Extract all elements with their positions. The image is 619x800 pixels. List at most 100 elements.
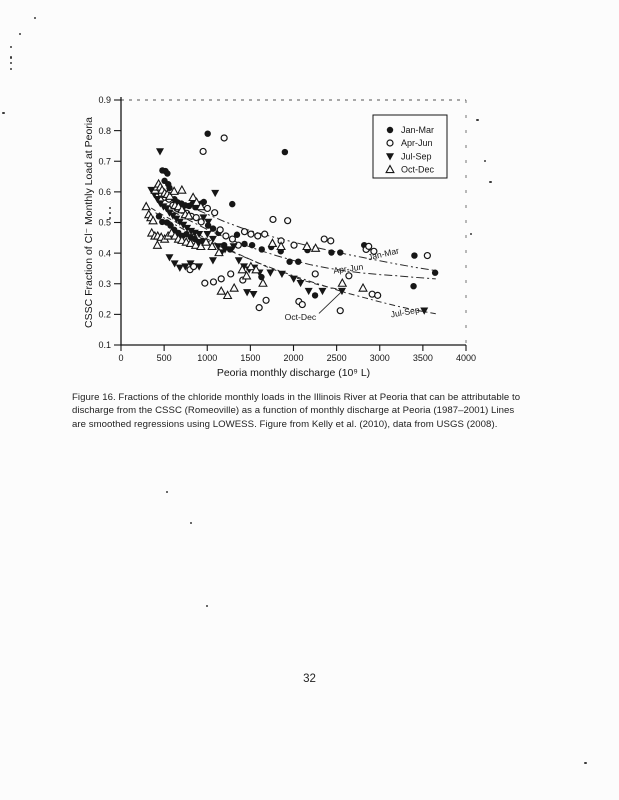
- data-point-apr-jun: [216, 226, 224, 234]
- data-point-jan-mar: [248, 241, 256, 249]
- data-point-jul-sep: [187, 227, 196, 236]
- data-point-jul-sep: [183, 224, 192, 233]
- data-point-jul-sep: [337, 287, 346, 296]
- data-point-jul-sep: [214, 243, 223, 251]
- data-point-jul-sep: [289, 275, 298, 283]
- figure-caption: Figure 16. Fractions of the chloride mon…: [72, 391, 572, 431]
- data-point-jul-sep: [165, 254, 174, 262]
- data-point-oct-dec: [310, 243, 321, 252]
- scan-artifact: [476, 119, 479, 121]
- data-point-jul-sep: [208, 257, 217, 265]
- data-point-oct-dec: [148, 215, 158, 225]
- legend-marker-oct-dec: [385, 164, 395, 174]
- data-point-oct-dec: [276, 241, 286, 251]
- data-point-apr-jun: [370, 247, 378, 255]
- data-point-jul-sep: [234, 257, 243, 265]
- data-point-apr-jun: [298, 300, 306, 309]
- data-point-jul-sep: [162, 205, 171, 213]
- data-point-oct-dec: [191, 197, 202, 206]
- data-point-oct-dec: [222, 290, 233, 300]
- data-point-jul-sep: [155, 148, 164, 156]
- scan-artifact: [109, 212, 111, 214]
- legend-marker-jan-mar: [386, 126, 394, 134]
- caption-line-1: Figure 16. Fractions of the chloride mon…: [72, 392, 521, 403]
- data-point-jan-mar: [431, 269, 439, 276]
- data-point-oct-dec: [141, 201, 152, 211]
- data-point-jan-mar: [159, 218, 166, 226]
- data-point-oct-dec: [152, 240, 163, 249]
- scan-artifact: [2, 112, 5, 114]
- data-point-jan-mar: [241, 240, 248, 248]
- data-point-apr-jun: [262, 296, 270, 304]
- data-point-jul-sep: [249, 290, 258, 299]
- data-point-apr-jun: [192, 214, 200, 222]
- data-point-apr-jun: [327, 237, 335, 245]
- legend-marker-apr-jun: [386, 139, 394, 147]
- data-point-jul-sep: [304, 287, 313, 296]
- data-point-jan-mar: [226, 246, 234, 253]
- data-point-jul-sep: [153, 196, 162, 204]
- data-point-apr-jun: [345, 272, 353, 280]
- data-point-jan-mar: [164, 170, 171, 177]
- data-point-apr-jun: [320, 235, 328, 243]
- data-point-apr-jun: [255, 304, 263, 312]
- data-point-jan-mar: [411, 252, 418, 259]
- trend-line-label-jul-sep: Jul-Sep: [390, 305, 421, 320]
- data-point-oct-dec: [237, 264, 248, 274]
- data-point-jul-sep: [181, 263, 190, 271]
- data-point-apr-jun: [197, 218, 205, 226]
- data-point-jan-mar: [328, 249, 335, 256]
- caption-line-2: discharge from the CSSC (Romeoville) as …: [72, 405, 515, 417]
- data-point-jul-sep: [179, 221, 188, 229]
- data-point-jul-sep: [175, 264, 184, 272]
- y-tick-label: 0.7: [98, 156, 111, 166]
- data-point-jan-mar: [229, 200, 236, 208]
- data-point-jan-mar: [233, 231, 241, 238]
- data-point-oct-dec: [258, 277, 268, 287]
- scan-artifact: [484, 160, 486, 162]
- oct-dec-leader-line: [318, 292, 342, 314]
- data-point-oct-dec: [177, 204, 187, 214]
- data-point-jan-mar: [258, 246, 265, 253]
- data-point-oct-dec: [251, 264, 261, 274]
- data-point-jan-mar: [204, 130, 211, 137]
- scan-artifact: [109, 217, 111, 219]
- trend-line-apr-jun: [157, 201, 436, 280]
- data-point-oct-dec: [216, 285, 227, 295]
- data-point-jan-mar: [311, 292, 319, 299]
- legend-label-jul-sep: Jul-Sep: [401, 152, 432, 162]
- data-point-apr-jun: [209, 278, 218, 286]
- data-point-apr-jun: [423, 251, 431, 260]
- scan-artifact: [584, 762, 587, 764]
- legend-label-jan-mar: Jan-Mar: [401, 125, 434, 135]
- scan-artifact: [489, 181, 492, 183]
- data-point-apr-jun: [228, 235, 237, 243]
- scan-artifact: [109, 207, 111, 209]
- data-point-oct-dec: [246, 261, 256, 271]
- data-point-jul-sep: [204, 218, 213, 226]
- x-tick-label: 2000: [283, 353, 303, 363]
- trend-line-label-apr-jun: Apr-Jun: [333, 261, 364, 275]
- data-point-oct-dec: [183, 210, 194, 220]
- y-tick-label: 0.9: [98, 95, 111, 105]
- data-point-oct-dec: [164, 191, 175, 200]
- data-point-oct-dec: [229, 282, 239, 292]
- data-point-apr-jun: [220, 134, 228, 142]
- scan-artifact: [10, 56, 12, 59]
- data-point-jul-sep: [318, 287, 327, 296]
- data-point-jul-sep: [266, 269, 275, 277]
- data-point-oct-dec: [214, 247, 224, 257]
- scatter-plot: 0.1 0.2 0.3 0.4 0.5 0.6 0.7 0.8 0.9 0 500 1000 1500 2…: [83, 95, 476, 379]
- data-point-jul-sep: [186, 260, 195, 268]
- x-tick-label: 1500: [240, 353, 260, 363]
- x-tick-label: 1000: [197, 353, 217, 363]
- y-tick-label: 0.4: [98, 248, 111, 258]
- data-point-jul-sep: [208, 235, 217, 244]
- data-point-jul-sep: [229, 243, 238, 251]
- data-point-oct-dec: [302, 241, 312, 251]
- y-tick-label: 0.8: [98, 126, 111, 136]
- data-point-jul-sep: [420, 307, 429, 315]
- data-point-apr-jun: [254, 232, 262, 240]
- data-point-oct-dec: [337, 277, 348, 287]
- data-point-jul-sep: [170, 260, 179, 268]
